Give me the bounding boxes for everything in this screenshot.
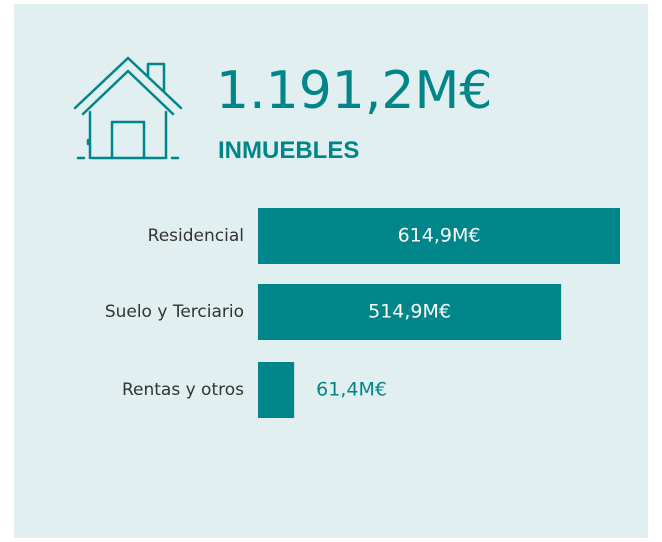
house-icon [73, 56, 183, 160]
total-title: 1.191,2M€ [216, 61, 492, 121]
bar [258, 208, 620, 264]
bar [258, 362, 295, 418]
category-label: Rentas y otros [122, 380, 244, 400]
category-label: Residencial [148, 226, 244, 246]
subtitle: INMUEBLES [218, 137, 359, 164]
category-label: Suelo y Terciario [105, 302, 244, 322]
bar [258, 284, 562, 340]
value-label: 614,9M€ [398, 225, 481, 247]
panel [14, 4, 648, 538]
value-label: 514,9M€ [368, 301, 451, 323]
value-label: 61,4M€ [316, 379, 387, 401]
